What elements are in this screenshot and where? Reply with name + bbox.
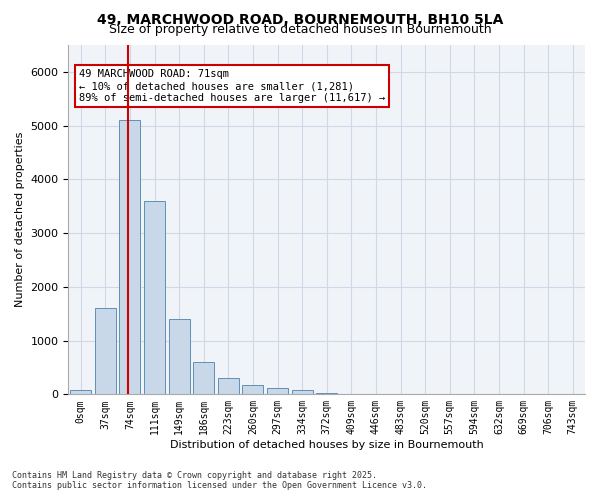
Bar	[70, 390, 91, 394]
Bar	[218, 378, 239, 394]
Bar	[119, 120, 140, 394]
Bar	[95, 308, 116, 394]
Text: 49 MARCHWOOD ROAD: 71sqm
← 10% of detached houses are smaller (1,281)
89% of sem: 49 MARCHWOOD ROAD: 71sqm ← 10% of detach…	[79, 70, 385, 102]
Bar	[316, 392, 337, 394]
Bar	[242, 385, 263, 394]
Bar	[169, 319, 190, 394]
Bar	[267, 388, 288, 394]
Text: 49, MARCHWOOD ROAD, BOURNEMOUTH, BH10 5LA: 49, MARCHWOOD ROAD, BOURNEMOUTH, BH10 5L…	[97, 12, 503, 26]
X-axis label: Distribution of detached houses by size in Bournemouth: Distribution of detached houses by size …	[170, 440, 484, 450]
Bar	[144, 201, 165, 394]
Text: Size of property relative to detached houses in Bournemouth: Size of property relative to detached ho…	[109, 22, 491, 36]
Bar	[193, 362, 214, 394]
Y-axis label: Number of detached properties: Number of detached properties	[15, 132, 25, 308]
Bar	[292, 390, 313, 394]
Text: Contains HM Land Registry data © Crown copyright and database right 2025.
Contai: Contains HM Land Registry data © Crown c…	[12, 470, 427, 490]
